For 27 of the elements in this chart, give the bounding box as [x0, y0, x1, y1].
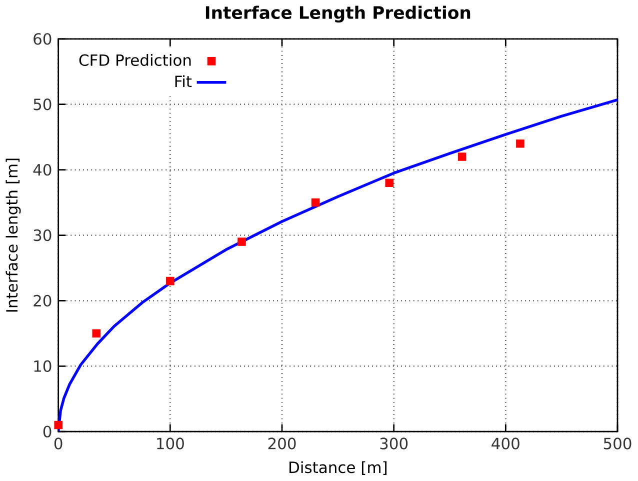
- x-tick-label: 100: [157, 438, 184, 450]
- point: [516, 140, 524, 148]
- point: [311, 198, 320, 207]
- point: [92, 329, 100, 338]
- x-tick-label: 300: [380, 438, 408, 450]
- point: [238, 238, 246, 246]
- y-tick-label: 10: [34, 360, 52, 372]
- y-tick-label: 50: [34, 98, 52, 110]
- x-tick-label: 0: [54, 438, 62, 450]
- y-tick-label: 0: [43, 426, 52, 438]
- legend-label: Fit: [175, 75, 192, 88]
- x-tick-label: 200: [268, 438, 296, 450]
- chart-title: Interface Length Prediction: [206, 6, 470, 23]
- y-tick-label: 20: [34, 294, 52, 307]
- y-tick-label: 30: [34, 230, 52, 242]
- point: [385, 178, 394, 188]
- point: [166, 277, 174, 286]
- line-series: [58, 98, 618, 432]
- y-tick-label: 40: [33, 164, 52, 176]
- legend-label: CFD Prediction: [79, 54, 191, 66]
- y-axis-title: Interface length [m]: [6, 158, 21, 312]
- x-tick-label: 400: [492, 438, 520, 450]
- point: [54, 421, 62, 430]
- x-axis-title: Distance [m]: [290, 461, 386, 476]
- x-tick-label: 500: [604, 438, 632, 450]
- y-tick-label: 60: [34, 33, 52, 45]
- point: [458, 152, 466, 161]
